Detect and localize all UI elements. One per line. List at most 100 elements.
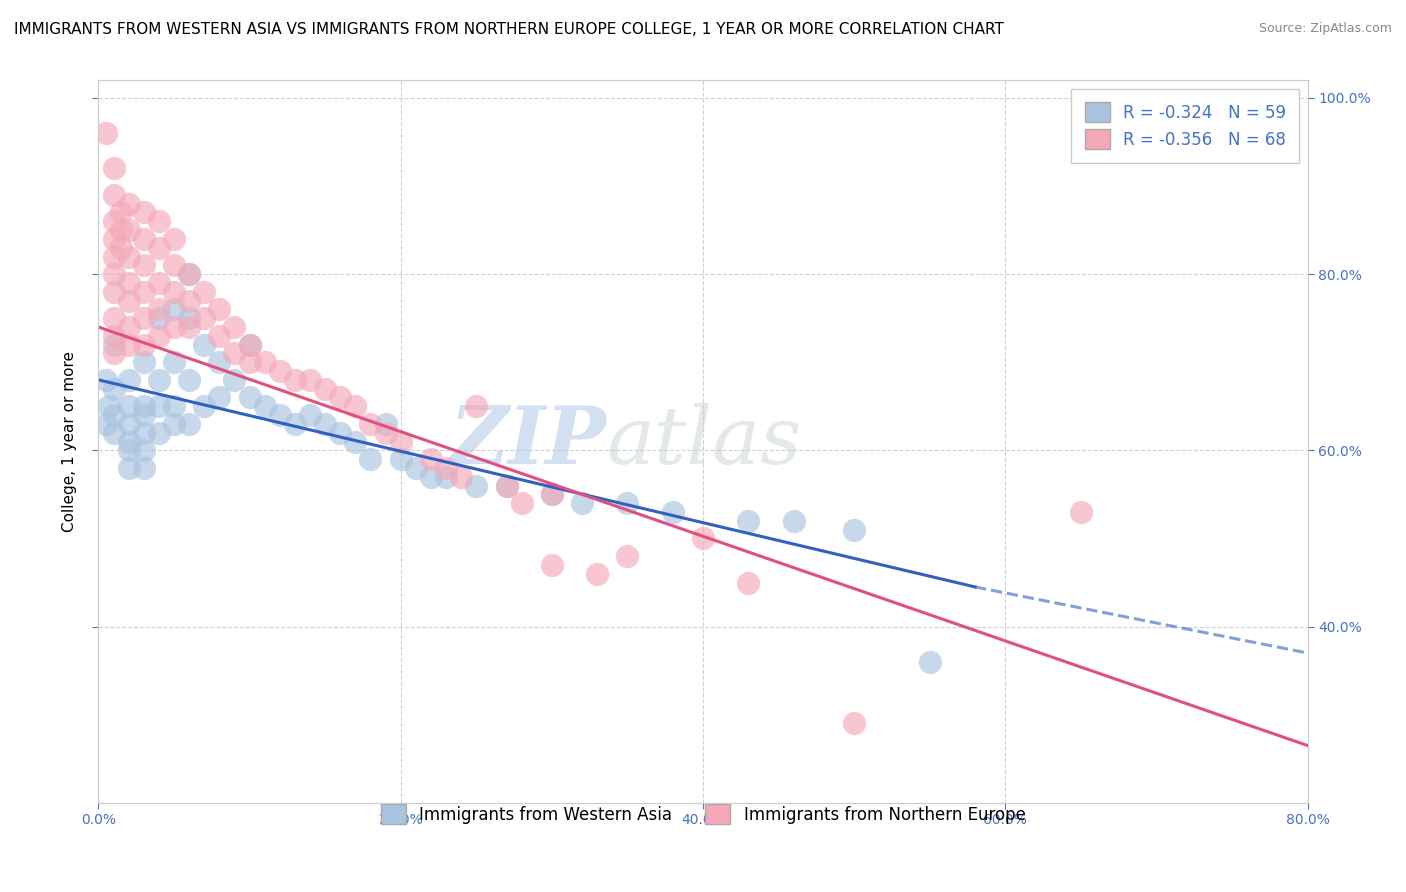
Point: [616, 549, 638, 563]
Text: atlas: atlas: [606, 403, 801, 480]
Point: [163, 320, 186, 334]
Text: Source: ZipAtlas.com: Source: ZipAtlas.com: [1258, 22, 1392, 36]
Point: [118, 293, 141, 308]
Point: [118, 461, 141, 475]
Point: [118, 399, 141, 413]
Point: [132, 337, 155, 351]
Point: [389, 452, 412, 467]
Point: [163, 302, 186, 317]
Text: ZIP: ZIP: [450, 403, 606, 480]
Point: [132, 461, 155, 475]
Point: [844, 716, 866, 731]
Point: [434, 461, 457, 475]
Point: [179, 311, 201, 326]
Point: [103, 382, 125, 396]
Point: [239, 355, 262, 369]
Point: [284, 417, 307, 431]
Point: [163, 417, 186, 431]
Point: [103, 337, 125, 351]
Point: [94, 417, 117, 431]
Text: IMMIGRANTS FROM WESTERN ASIA VS IMMIGRANTS FROM NORTHERN EUROPE COLLEGE, 1 YEAR : IMMIGRANTS FROM WESTERN ASIA VS IMMIGRAN…: [14, 22, 1004, 37]
Point: [420, 452, 443, 467]
Point: [118, 443, 141, 458]
Point: [103, 250, 125, 264]
Point: [103, 161, 125, 176]
Point: [132, 311, 155, 326]
Point: [103, 311, 125, 326]
Point: [103, 328, 125, 343]
Point: [103, 214, 125, 228]
Point: [132, 408, 155, 422]
Point: [208, 302, 231, 317]
Point: [118, 434, 141, 449]
Point: [329, 425, 352, 440]
Point: [103, 285, 125, 299]
Point: [148, 311, 170, 326]
Point: [179, 293, 201, 308]
Point: [344, 434, 367, 449]
Point: [495, 478, 517, 492]
Point: [239, 337, 262, 351]
Y-axis label: College, 1 year or more: College, 1 year or more: [62, 351, 77, 532]
Point: [224, 346, 246, 360]
Point: [783, 514, 806, 528]
Point: [179, 267, 201, 281]
Point: [110, 223, 132, 237]
Point: [148, 214, 170, 228]
Point: [510, 496, 533, 510]
Point: [94, 373, 117, 387]
Point: [450, 470, 472, 484]
Point: [540, 487, 562, 501]
Point: [299, 373, 322, 387]
Point: [148, 373, 170, 387]
Point: [132, 285, 155, 299]
Point: [434, 470, 457, 484]
Point: [118, 337, 141, 351]
Point: [132, 232, 155, 246]
Point: [299, 408, 322, 422]
Point: [918, 655, 941, 669]
Point: [239, 391, 262, 405]
Point: [132, 258, 155, 272]
Point: [360, 417, 382, 431]
Point: [1070, 505, 1092, 519]
Point: [132, 355, 155, 369]
Point: [103, 267, 125, 281]
Point: [737, 575, 759, 590]
Point: [110, 241, 132, 255]
Point: [179, 373, 201, 387]
Point: [193, 399, 215, 413]
Point: [284, 373, 307, 387]
Point: [616, 496, 638, 510]
Point: [163, 399, 186, 413]
Point: [208, 355, 231, 369]
Point: [148, 425, 170, 440]
Point: [148, 399, 170, 413]
Point: [163, 355, 186, 369]
Point: [253, 399, 276, 413]
Point: [314, 382, 336, 396]
Point: [208, 328, 231, 343]
Point: [344, 399, 367, 413]
Point: [193, 311, 215, 326]
Point: [179, 320, 201, 334]
Point: [163, 232, 186, 246]
Point: [420, 470, 443, 484]
Point: [374, 417, 396, 431]
Point: [132, 425, 155, 440]
Point: [98, 399, 121, 413]
Point: [465, 399, 488, 413]
Point: [224, 320, 246, 334]
Point: [132, 205, 155, 219]
Point: [586, 566, 609, 581]
Point: [193, 285, 215, 299]
Point: [110, 205, 132, 219]
Point: [224, 373, 246, 387]
Point: [103, 232, 125, 246]
Point: [465, 478, 488, 492]
Point: [132, 443, 155, 458]
Point: [118, 276, 141, 290]
Point: [540, 487, 562, 501]
Point: [495, 478, 517, 492]
Point: [103, 346, 125, 360]
